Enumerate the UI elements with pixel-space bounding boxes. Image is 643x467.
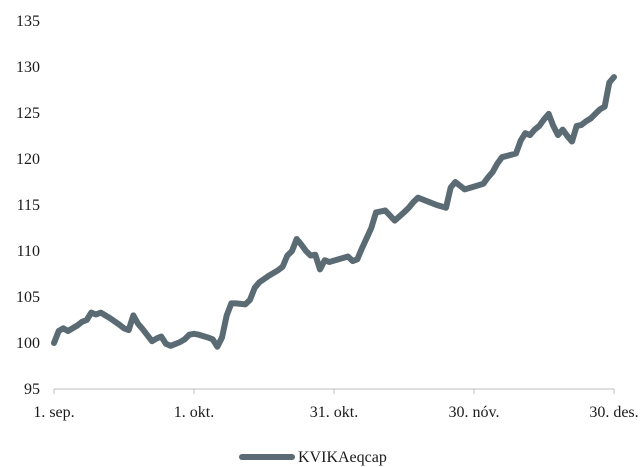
y-tick-label: 120 <box>16 151 40 168</box>
x-tick-label: 31. okt. <box>310 404 358 421</box>
y-tick-label: 125 <box>16 105 40 122</box>
y-tick-label: 100 <box>16 335 40 352</box>
y-axis-ticks: 95 100 105 110 115 120 125 130 135 <box>16 13 40 398</box>
x-tick-label: 30. des. <box>589 404 638 421</box>
x-tick-label: 30. nóv. <box>449 404 500 421</box>
x-tick-label: 1. okt. <box>174 404 214 421</box>
x-axis-ticks: 1. sep. 1. okt. 31. okt. 30. nóv. 30. des. <box>33 389 639 421</box>
y-tick-label: 95 <box>24 381 40 398</box>
series-line <box>51 74 617 350</box>
y-tick-label: 130 <box>16 59 40 76</box>
legend: KVIKAeqcap <box>239 449 387 466</box>
y-tick-label: 115 <box>17 197 40 214</box>
y-tick-label: 110 <box>17 243 40 260</box>
y-tick-label: 105 <box>16 289 40 306</box>
x-tick-label: 1. sep. <box>33 404 74 421</box>
legend-label: KVIKAeqcap <box>298 449 387 466</box>
y-tick-label: 135 <box>16 13 40 30</box>
